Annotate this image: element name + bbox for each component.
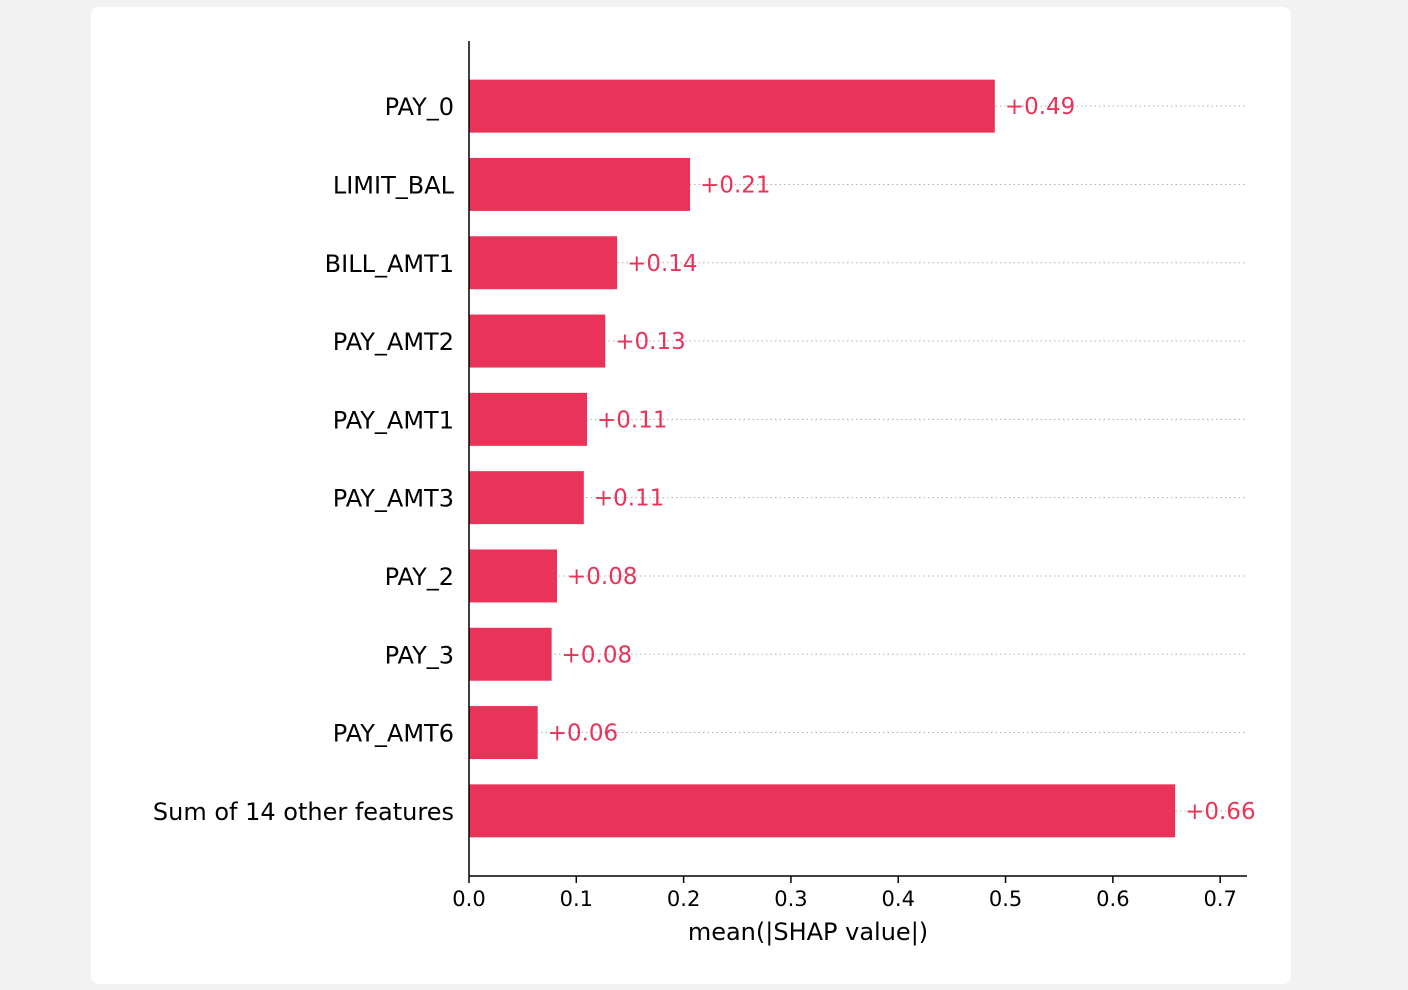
x-axis-label: mean(|SHAP value|) bbox=[688, 918, 928, 946]
y-tick-label: BILL_AMT1 bbox=[325, 250, 454, 278]
y-tick-label: PAY_3 bbox=[385, 641, 454, 669]
bar-value-label: +0.13 bbox=[615, 329, 685, 355]
x-tick-label: 0.6 bbox=[1096, 887, 1129, 911]
x-tick-label: 0.7 bbox=[1203, 887, 1236, 911]
bar-value-label: +0.49 bbox=[1005, 94, 1075, 120]
y-tick-label: PAY_AMT6 bbox=[333, 720, 454, 748]
x-tick-label: 0.4 bbox=[882, 887, 915, 911]
bar-value-label: +0.06 bbox=[548, 721, 618, 747]
x-tick-label: 0.1 bbox=[560, 887, 593, 911]
bar bbox=[469, 784, 1176, 838]
bar bbox=[469, 79, 995, 133]
y-tick-label: LIMIT_BAL bbox=[333, 171, 455, 199]
bar bbox=[469, 549, 557, 603]
y-tick-label: PAY_2 bbox=[385, 563, 454, 591]
y-tick-label: PAY_AMT3 bbox=[333, 485, 454, 513]
bar-value-label: +0.08 bbox=[567, 564, 637, 590]
bar bbox=[469, 157, 691, 211]
x-tick-label: 0.3 bbox=[774, 887, 807, 911]
bar-value-label: +0.11 bbox=[594, 486, 664, 512]
bar-value-label: +0.66 bbox=[1185, 799, 1255, 825]
x-axis-ticks: 0.0 0.1 0.2 0.3 0.4 0.5 0.6 0.7 bbox=[452, 876, 1237, 911]
bar bbox=[469, 392, 588, 446]
x-tick-label: 0.5 bbox=[989, 887, 1022, 911]
value-labels: +0.49 +0.21 +0.14 +0.13 +0.11 +0.11 +0.08 +0.08… bbox=[548, 94, 1256, 825]
bar bbox=[469, 236, 618, 290]
y-tick-label: PAY_AMT1 bbox=[333, 406, 454, 434]
bar-value-label: +0.21 bbox=[700, 172, 770, 198]
bar-value-label: +0.14 bbox=[627, 251, 697, 277]
bar-value-label: +0.11 bbox=[597, 407, 667, 433]
y-tick-label: PAY_0 bbox=[385, 93, 454, 121]
bars bbox=[469, 79, 1176, 838]
bar bbox=[469, 314, 606, 368]
x-tick-label: 0.2 bbox=[667, 887, 700, 911]
y-tick-label: PAY_AMT2 bbox=[333, 328, 454, 356]
bar bbox=[469, 627, 552, 681]
bar bbox=[469, 471, 584, 525]
row-guides bbox=[469, 105, 1247, 812]
x-tick-label: 0.0 bbox=[452, 887, 485, 911]
y-axis-labels: PAY_0 LIMIT_BAL BILL_AMT1 PAY_AMT2 PAY_AMT1 P… bbox=[153, 93, 455, 826]
y-tick-label: Sum of 14 other features bbox=[153, 798, 454, 826]
bar bbox=[469, 706, 538, 760]
bar-value-label: +0.08 bbox=[562, 642, 632, 668]
